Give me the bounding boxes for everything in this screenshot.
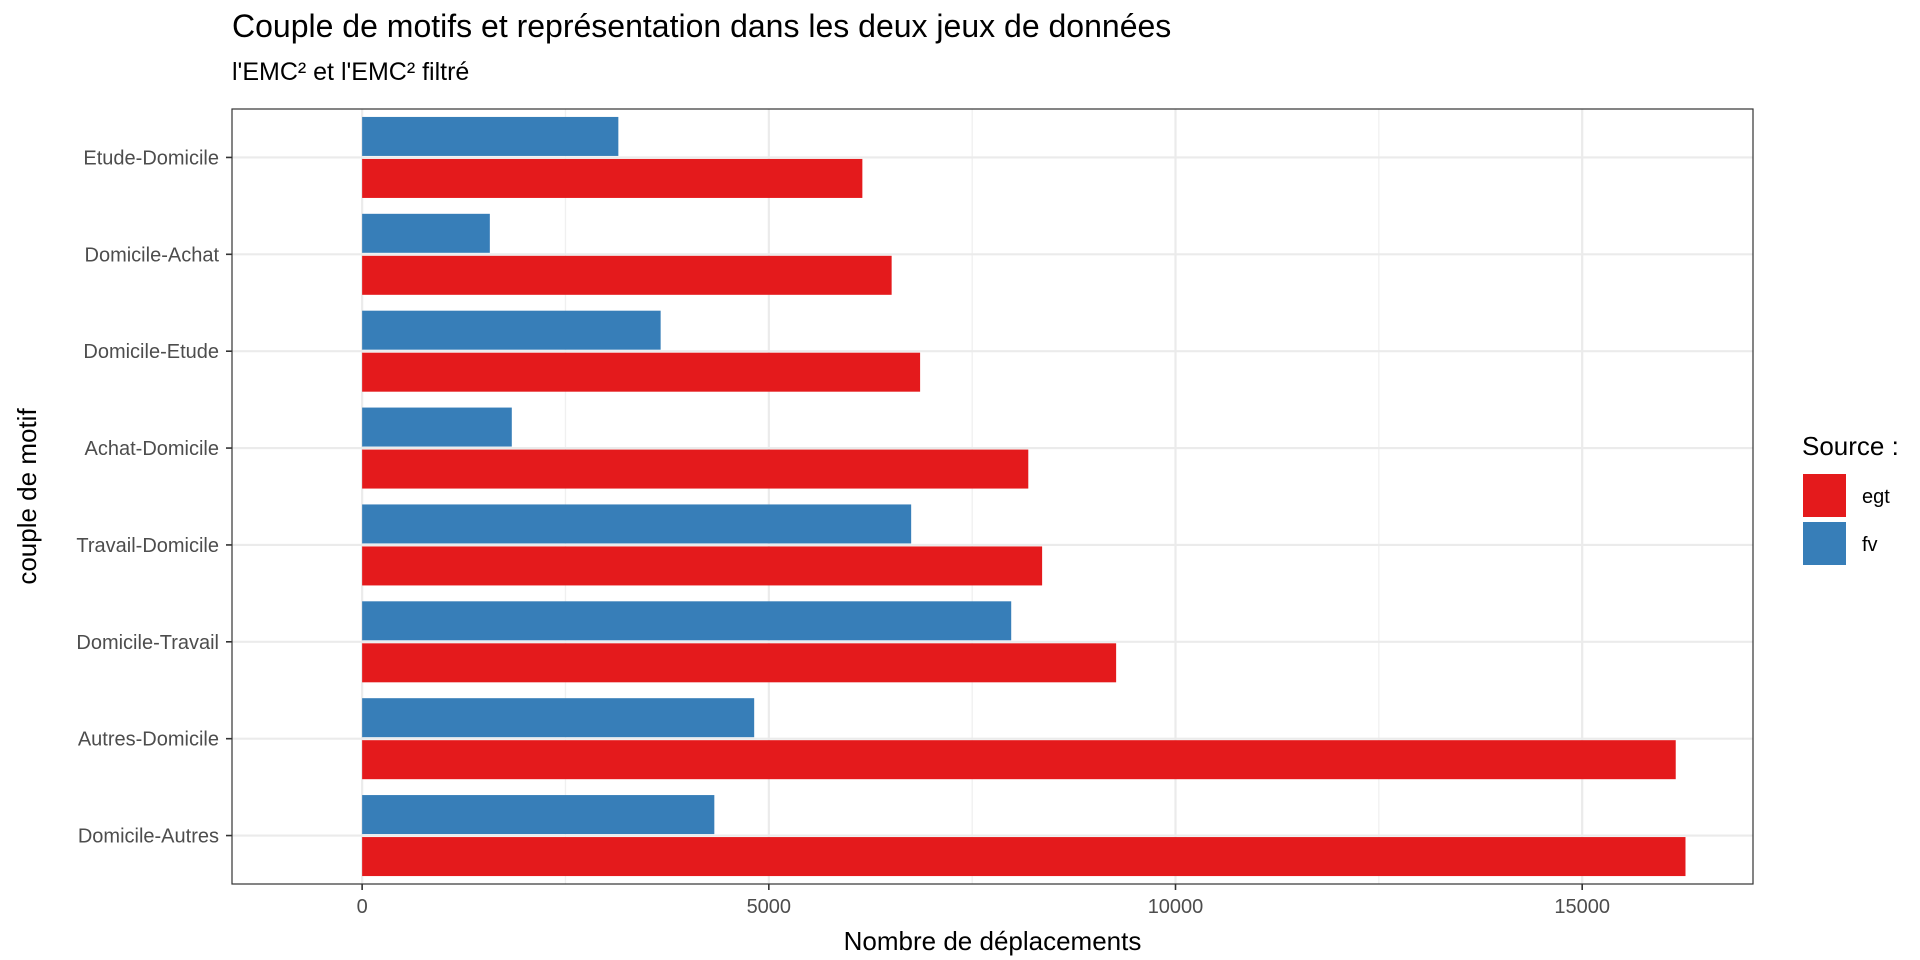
chart-title: Couple de motifs et représentation dans … <box>232 8 1172 44</box>
x-axis-title: Nombre de déplacements <box>844 926 1142 956</box>
x-tick-label: 15000 <box>1554 896 1610 918</box>
y-axis-title: couple de motif <box>12 408 42 585</box>
bar-egt <box>362 740 1676 780</box>
y-tick-label: Domicile-Travail <box>76 632 219 654</box>
y-tick-label: Autres-Domicile <box>78 729 219 751</box>
grid-layer <box>232 109 1753 884</box>
y-tick-label: Domicile-Achat <box>85 244 220 266</box>
bar-egt <box>362 546 1043 586</box>
y-tick-label: Achat-Domicile <box>85 438 219 460</box>
bar-egt <box>362 449 1029 489</box>
legend-key-fv <box>1803 522 1846 565</box>
legend-label-egt: egt <box>1862 486 1890 508</box>
legend-key-egt <box>1803 474 1846 517</box>
bar-fv <box>362 213 490 253</box>
y-tick-label: Domicile-Etude <box>83 341 219 363</box>
bar-fv <box>362 407 512 447</box>
legend-label-fv: fv <box>1862 534 1878 556</box>
bar-egt <box>362 837 1686 877</box>
axis-layer: Etude-Domicile Domicile-Achat Domicile-Etu… <box>76 147 1610 918</box>
bar-fv <box>362 310 661 350</box>
y-tick-label: Domicile-Autres <box>78 826 219 848</box>
legend-title: Source : <box>1802 431 1899 461</box>
x-tick-label: 5000 <box>747 896 792 918</box>
chart-subtitle: l'EMC² et l'EMC² filtré <box>232 58 470 86</box>
bars-layer <box>362 116 1686 877</box>
y-tick-label: Etude-Domicile <box>83 147 219 169</box>
bar-fv <box>362 698 755 738</box>
bar-egt <box>362 255 892 295</box>
y-tick-label: Travail-Domicile <box>76 535 219 557</box>
bar-fv <box>362 601 1012 641</box>
panel-border <box>231 108 1754 885</box>
x-tick-label: 0 <box>357 896 368 918</box>
x-tick-label: 10000 <box>1148 896 1204 918</box>
bar-fv <box>362 795 715 835</box>
bar-fv <box>362 504 912 544</box>
bar-egt <box>362 643 1117 683</box>
legend: Source : egt fv <box>1802 431 1899 565</box>
bar-egt <box>362 158 863 198</box>
bar-egt <box>362 352 921 392</box>
bar-fv <box>362 116 619 156</box>
